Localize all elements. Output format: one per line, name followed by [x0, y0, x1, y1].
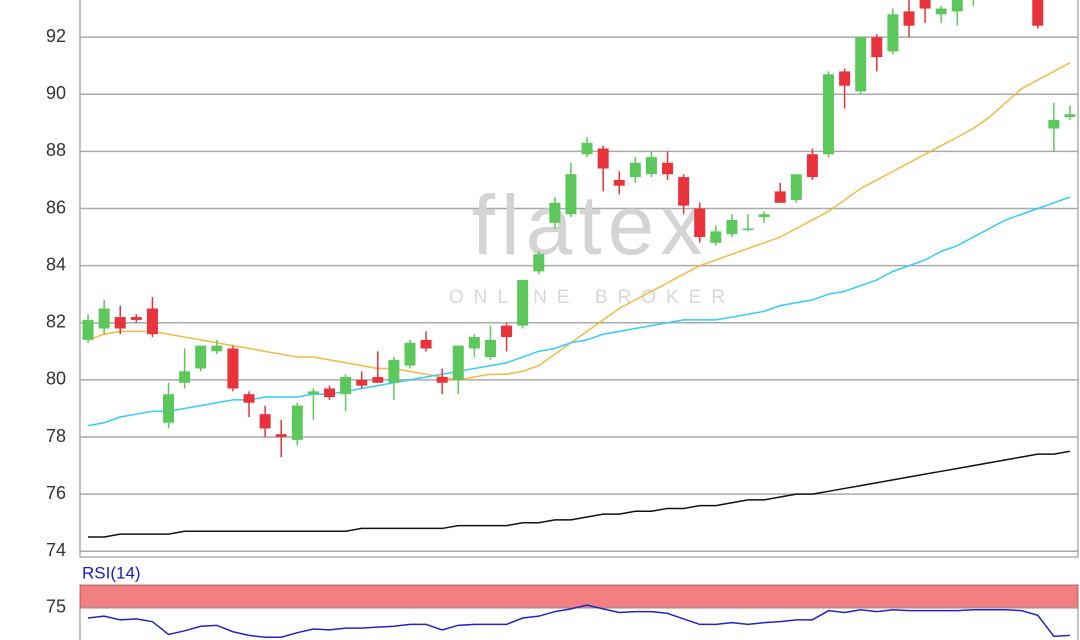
candle-body	[694, 208, 706, 238]
candle-body	[291, 405, 303, 440]
indicator-line	[87, 62, 1071, 381]
candle-body	[710, 231, 722, 243]
candle-body	[629, 162, 641, 178]
candle-body	[259, 414, 271, 429]
candle-body	[742, 228, 754, 231]
candle-body	[790, 174, 802, 200]
candle-body	[275, 434, 287, 438]
overbought-band	[80, 585, 1078, 609]
candle-body	[855, 37, 867, 92]
candle-body	[581, 142, 593, 155]
candle-body	[436, 377, 448, 383]
y-tick-label: 90	[46, 83, 66, 103]
candle-body	[243, 394, 255, 403]
candle-body	[372, 377, 384, 383]
y-tick-label: 92	[46, 26, 66, 46]
candle-body	[839, 71, 851, 86]
candle-body	[98, 308, 110, 329]
candle-body	[951, 0, 963, 12]
y-tick-label: 86	[46, 197, 66, 217]
y-tick-label: 88	[46, 140, 66, 160]
candle-body	[1032, 0, 1044, 26]
candle-body	[823, 74, 834, 155]
candle-body	[678, 177, 690, 206]
candle-body	[484, 339, 496, 358]
y-tick-label: 78	[46, 426, 66, 446]
candle-body	[130, 317, 142, 320]
candle-body	[468, 337, 480, 349]
candle-body	[114, 317, 126, 329]
candle-body	[227, 348, 239, 389]
candle-body	[388, 359, 400, 383]
candle-body	[1048, 119, 1060, 129]
y-tick-label: 76	[46, 483, 66, 503]
watermark-subtitle: ONLINE BROKER	[449, 287, 735, 308]
candle-body	[533, 254, 545, 272]
candle-body	[871, 37, 883, 58]
candle-body	[565, 174, 577, 215]
candle-body	[179, 371, 191, 383]
candle-body	[307, 391, 319, 395]
indicator-line	[87, 604, 1070, 638]
y-tick-label: 74	[46, 540, 66, 560]
indicator-line	[88, 450, 1071, 538]
candle-body	[404, 342, 416, 366]
candle-body	[549, 202, 561, 223]
candle-body	[919, 0, 931, 9]
candle-body	[420, 339, 432, 349]
candle-body	[1064, 114, 1076, 118]
candle-body	[195, 345, 207, 369]
candle-body	[597, 148, 609, 169]
candle-body	[82, 319, 94, 340]
y-tick-label: 80	[46, 369, 66, 389]
candle-body	[645, 157, 657, 175]
candle-body	[613, 179, 625, 186]
candle-body	[324, 388, 335, 398]
candle-body	[903, 11, 915, 26]
main-panel	[79, 0, 1079, 558]
watermark: flatex	[472, 178, 709, 272]
candle-body	[501, 325, 513, 338]
candle-body	[887, 14, 899, 52]
rsi-title: RSI(14)	[82, 563, 141, 582]
candle-body	[356, 379, 368, 386]
candle-body	[517, 279, 529, 326]
candle-body	[163, 394, 175, 423]
candle-body	[726, 219, 738, 235]
candle-body	[935, 8, 947, 15]
y-tick-label: 75	[46, 597, 66, 617]
candle-body	[774, 191, 786, 203]
candle-body	[211, 345, 223, 352]
candle-body	[758, 214, 770, 218]
candle-body	[662, 162, 674, 175]
candle-body	[452, 345, 464, 380]
y-tick-label: 82	[46, 312, 66, 332]
candle-body	[340, 377, 352, 395]
candle-body	[806, 154, 818, 178]
candle-body	[146, 308, 158, 335]
y-tick-label: 84	[46, 254, 66, 274]
